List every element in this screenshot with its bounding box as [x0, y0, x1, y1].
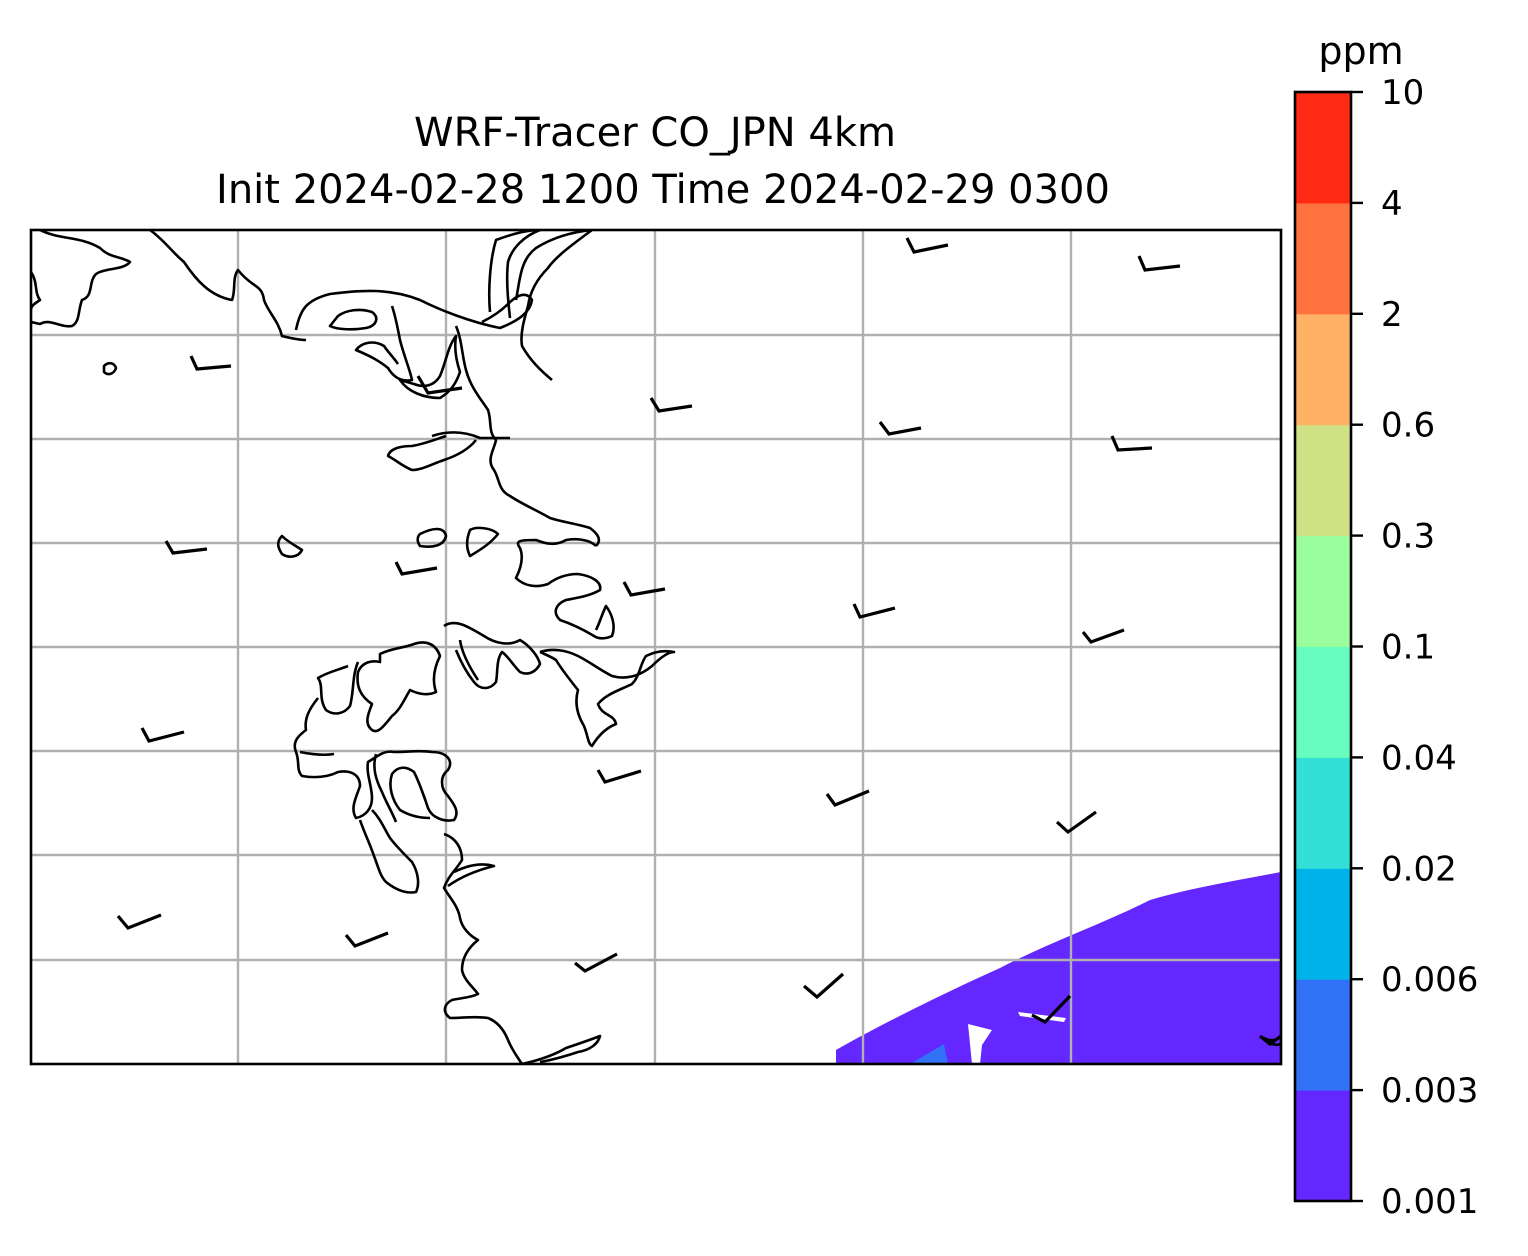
- colorbar-tick-label: 0.003: [1381, 1071, 1478, 1111]
- wind-barb: [1081, 628, 1125, 644]
- wind-barb: [1031, 994, 1072, 1024]
- wind-barb: [622, 581, 666, 597]
- wind-barb: [164, 540, 208, 555]
- tracer-gap: [968, 1024, 992, 1064]
- wind-barb: [1110, 435, 1153, 452]
- wind-barb: [825, 789, 870, 807]
- colorbar-segment: [1295, 92, 1351, 204]
- wind-barb: [852, 603, 896, 619]
- colorbar-tick-label: 0.001: [1381, 1182, 1478, 1222]
- colorbar-tick-label: 10: [1381, 73, 1424, 113]
- wind-barb: [878, 421, 922, 436]
- colorbar-unit: ppm: [1318, 29, 1403, 73]
- map-frame: [29, 228, 1283, 1066]
- wind-barb: [596, 769, 642, 784]
- wind-barb: [649, 397, 693, 413]
- map-panel: [29, 228, 1283, 1066]
- colorbar-tick-label: 0.6: [1381, 406, 1435, 446]
- colorbar-segment: [1295, 313, 1351, 426]
- tracer-fill-second: [910, 1044, 948, 1064]
- colorbar: ppm 0.001 0.003 0.006 0.02 0.04 0.1 0.3 0.6 2 4 10: [1293, 29, 1478, 1222]
- wind-barb: [416, 375, 463, 395]
- tracer-gap: [1018, 1012, 1066, 1022]
- graticule: [31, 230, 1281, 1064]
- wind-barb: [905, 237, 949, 254]
- coastlines: [31, 230, 1281, 1064]
- colorbar-tick-label: 0.006: [1381, 960, 1478, 1000]
- wind-barb: [1259, 1034, 1281, 1047]
- colorbar-segment: [1295, 868, 1351, 980]
- title-line-1: WRF-Tracer CO_JPN 4km: [414, 110, 896, 156]
- wind-barb: [140, 727, 185, 743]
- wind-barbs: [116, 237, 1281, 1047]
- colorbar-tick-label: 0.3: [1381, 517, 1435, 557]
- colorbar-segment: [1295, 424, 1351, 537]
- colorbar-segment: [1295, 646, 1351, 758]
- colorbar-segment: [1295, 535, 1351, 647]
- colorbar-tick-label: 0.1: [1381, 628, 1435, 668]
- wind-barb: [189, 355, 232, 371]
- colorbar-tick-label: 2: [1381, 295, 1403, 335]
- wind-barb: [394, 561, 438, 576]
- wind-barb: [1055, 810, 1097, 835]
- colorbar-segment: [1295, 202, 1351, 315]
- tracer-fill-lowest: [836, 872, 1281, 1064]
- colorbar-segment: [1295, 979, 1351, 1091]
- wind-barb: [1137, 255, 1181, 272]
- colorbar-segment: [1295, 1090, 1351, 1202]
- colorbar-tick-label: 4: [1381, 184, 1403, 224]
- wind-barb: [116, 913, 162, 930]
- wind-barb: [574, 952, 618, 973]
- wind-barb: [802, 972, 845, 1000]
- colorbar-segment: [1295, 757, 1351, 869]
- title-line-2: Init 2024-02-28 1200 Time 2024-02-29 030…: [216, 167, 1110, 213]
- wind-barb: [344, 931, 389, 948]
- colorbar-tick-label: 0.02: [1381, 849, 1457, 889]
- colorbar-tick-label: 0.04: [1381, 738, 1457, 778]
